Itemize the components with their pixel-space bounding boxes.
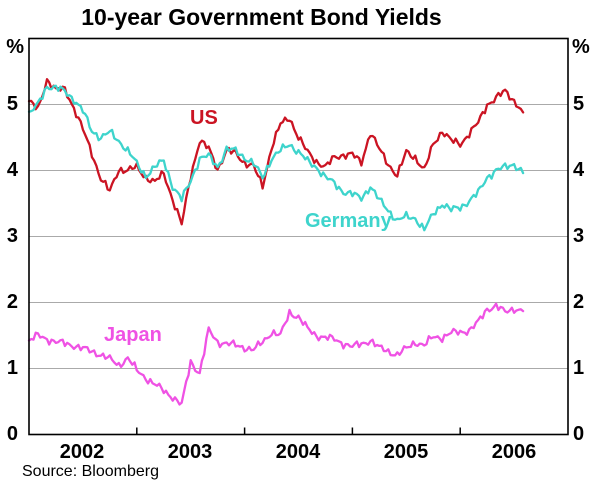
x-axis-label-2004: 2004	[275, 441, 321, 463]
y-axis-label-left-1: 1	[6, 357, 18, 379]
y-axis-label-left-4: 4	[6, 159, 18, 181]
y-axis-label-right-3: 3	[573, 225, 585, 247]
y-axis-label-left-3: 3	[6, 225, 18, 247]
x-axis-label-2003: 2003	[167, 441, 213, 463]
y-axis-label-left-0: 0	[6, 423, 18, 445]
y-axis-label-left-5: 5	[6, 93, 18, 115]
japan-series-label: Japan	[104, 324, 162, 346]
y-axis-label-right-1: 1	[573, 357, 585, 379]
germany-line	[27, 84, 525, 232]
y-axis-unit-right: %	[572, 36, 590, 58]
y-axis-label-right-5: 5	[573, 93, 585, 115]
us-line	[27, 78, 525, 226]
us-series-label: US	[190, 107, 218, 129]
japan-line	[27, 302, 525, 406]
y-axis-label-left-2: 2	[6, 291, 18, 313]
source-note: Source: Bloomberg	[22, 463, 159, 480]
chart-title: 10-year Government Bond Yields	[81, 4, 442, 30]
plot-border	[28, 37, 569, 436]
x-axis-label-2002: 2002	[59, 441, 105, 463]
germany-series-label: Germany	[305, 210, 392, 232]
y-axis-unit-left: %	[6, 36, 24, 58]
x-axis-label-2006: 2006	[491, 441, 537, 463]
x-axis-label-2005: 2005	[383, 441, 429, 463]
y-axis-label-right-0: 0	[573, 423, 585, 445]
y-axis-label-right-4: 4	[573, 159, 585, 181]
y-axis-label-right-2: 2	[573, 291, 585, 313]
